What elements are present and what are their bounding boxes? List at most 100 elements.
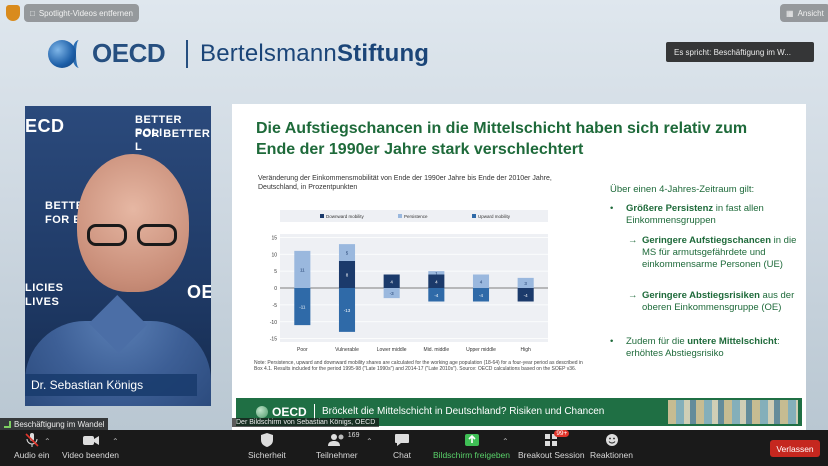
speaker-glasses	[87, 224, 179, 246]
reactions-label: Reaktionen	[590, 450, 634, 460]
audio-options-caret[interactable]: ⌃	[44, 437, 51, 446]
y-tick-label: -10	[270, 320, 277, 326]
security-label: Sicherheit	[248, 450, 286, 460]
shield-icon	[258, 432, 276, 448]
bullet-lower-middle-pre: Zudem für die	[626, 336, 688, 347]
participants-icon: 169	[327, 432, 359, 448]
view-button[interactable]: ▦ Ansicht	[780, 4, 828, 22]
microphone-muted-icon	[23, 432, 41, 448]
y-tick-label: 0	[274, 286, 277, 292]
footer-title: Bröckelt die Mittelschicht in Deutschlan…	[322, 406, 605, 417]
backdrop-text: BETTE	[45, 200, 84, 212]
bar-segment	[294, 288, 311, 326]
video-button[interactable]: Video beenden	[62, 432, 119, 464]
speaker-name-tag: Dr. Sebastian Königs	[25, 374, 197, 396]
bertelsmann-logo-regular: Bertelsmann	[200, 40, 337, 67]
reactions-button[interactable]: Reaktionen	[590, 432, 633, 464]
breakout-label: Breakout Session	[518, 450, 585, 460]
bar-segment	[383, 274, 400, 288]
security-shield-icon[interactable]	[6, 5, 20, 21]
bar-data-label: 8	[346, 273, 349, 278]
legend-swatch	[472, 214, 476, 218]
oecd-logo-text: OECD	[92, 38, 166, 68]
bar-segment	[472, 288, 490, 302]
presentation-slide: Die Aufstiegschancen in die Mittelschich…	[232, 104, 806, 430]
chat-label: Chat	[393, 450, 411, 460]
security-button[interactable]: Sicherheit	[248, 432, 286, 464]
audio-button[interactable]: Audio ein	[14, 432, 49, 464]
arrow-downward-risks: → Geringere Abstiegsrisiken aus der ober…	[628, 290, 798, 314]
footer-illustration	[668, 400, 798, 424]
smiley-icon	[603, 432, 621, 448]
grid-icon: ▦	[786, 8, 794, 18]
legend-swatch	[320, 214, 324, 218]
glasses-lens-right	[137, 224, 177, 246]
x-tick-label: Upper middle	[466, 347, 496, 353]
y-tick-label: 5	[274, 269, 277, 275]
spotlight-icon: □	[30, 8, 35, 18]
footer-oecd-logo: OECD	[256, 405, 307, 419]
bar-segment	[428, 271, 445, 275]
arrow-right-icon: →	[628, 290, 638, 301]
bar-segment	[517, 288, 534, 302]
x-tick-label: High	[521, 347, 532, 353]
video-options-caret[interactable]: ⌃	[112, 437, 119, 446]
arrow-downward-rest: aus der oberen Einkommensgruppe (OE)	[642, 290, 795, 313]
bar-segment	[338, 244, 356, 261]
chat-button[interactable]: Chat	[393, 432, 411, 464]
backdrop-text: OE	[187, 282, 211, 302]
bar-data-label: 5	[346, 251, 349, 256]
x-tick-label: Vulnerable	[335, 347, 359, 353]
bar-data-label: -4	[479, 293, 483, 298]
leave-button[interactable]: Verlassen	[770, 440, 820, 457]
speaker-video[interactable]: BETTER POLI FOR BETTER L BETTE FOR B LIC…	[25, 106, 211, 406]
oecd-globe-icon	[48, 39, 76, 68]
mobility-chart-svg: Downward mobility Persistence Upward mobil…	[270, 210, 548, 353]
bullet-persistence-rest: in fast allen Einkommensgruppen	[626, 203, 764, 226]
legend-label: Downward mobility	[326, 214, 365, 219]
arrow-upward-rest: in die MS für armutsgefährdete und einko…	[642, 235, 797, 270]
x-tick-label: Poor	[297, 347, 308, 353]
y-tick-label: 15	[271, 235, 277, 241]
breakout-session-button[interactable]: 99+ Breakout Session	[518, 430, 585, 464]
chart-legend-box	[280, 210, 548, 222]
remove-spotlight-label: Spotlight-Videos entfernen	[38, 8, 133, 18]
bullet-lower-middle: • Zudem für die untere Mittelschicht: er…	[610, 336, 798, 360]
bar-data-label: 11	[300, 267, 305, 272]
arrow-upward-bold: Geringere Aufstiegschancen	[642, 235, 771, 246]
chart-caption: Veränderung der Einkommensmobilität von …	[258, 175, 552, 191]
bar-segment	[472, 274, 490, 288]
bullet-persistence: • Größere Persistenz in fast allen Einko…	[610, 203, 798, 227]
bullets-intro: Über einen 4-Jahres-Zeitraum gilt:	[610, 184, 755, 195]
audio-label: Audio ein	[14, 450, 50, 460]
backdrop-text: LIVES	[25, 296, 60, 308]
oecd-logo: OECD	[48, 38, 166, 69]
remove-spotlight-button[interactable]: □ Spotlight-Videos entfernen	[24, 4, 139, 22]
backdrop-text: LICIES	[25, 282, 64, 294]
slide-title: Die Aufstiegschancen in die Mittelschich…	[256, 120, 748, 158]
y-tick-label: 10	[271, 252, 277, 258]
bar-data-label: 4	[480, 279, 483, 284]
share-screen-button[interactable]: Bildschirm freigeben	[433, 432, 510, 464]
share-options-caret[interactable]: ⌃	[502, 437, 509, 446]
glasses-lens-left	[87, 224, 127, 246]
participants-button[interactable]: 169 Teilnehmer	[316, 432, 359, 464]
bar-data-label: -4	[524, 293, 528, 298]
bar-data-label: 3	[524, 281, 527, 286]
bullet-persistence-text: Größere Persistenz in fast allen Einkomm…	[626, 203, 798, 227]
bar-segment	[428, 288, 445, 302]
arrow-upward-chances-text: Geringere Aufstiegschancen in die MS für…	[642, 235, 798, 271]
chart-note: Note: Persistence, upward and downward m…	[254, 360, 583, 372]
meeting-toolbar: Audio ein ⌃ Video beenden ⌃ Sicherheit 1…	[0, 430, 828, 466]
share-screen-label: Bildschirm freigeben	[433, 450, 511, 460]
bar-data-label: -13	[344, 308, 351, 313]
x-tick-label: Mid. middle	[424, 347, 450, 353]
backdrop-text: BETTER POLI	[135, 114, 182, 139]
bullet-dot-icon: •	[610, 336, 614, 347]
bullet-lower-middle-text: Zudem für die untere Mittelschicht: erhö…	[626, 336, 798, 360]
arrow-downward-bold: Geringere Abstiegsrisiken	[642, 290, 760, 301]
backdrop-text: ECD	[25, 116, 65, 136]
bullet-dot-icon: •	[610, 203, 614, 214]
participants-options-caret[interactable]: ⌃	[366, 437, 373, 446]
bar-data-label: 1	[435, 271, 438, 276]
